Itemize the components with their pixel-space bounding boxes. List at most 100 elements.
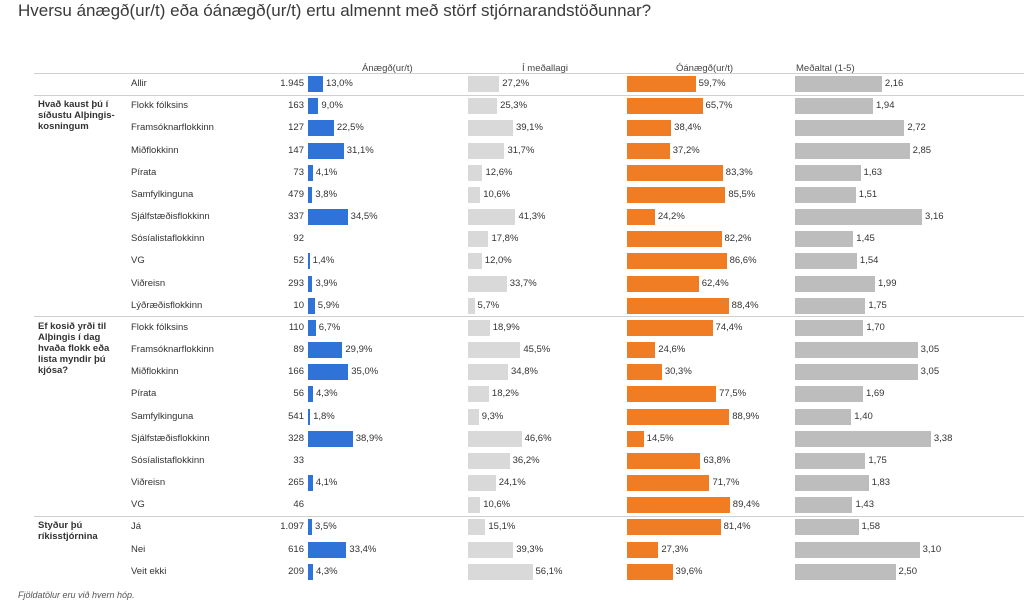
row-count: 479 (288, 188, 304, 200)
value-medaltal: 1,40 (854, 410, 873, 422)
value-medallagi: 39,3% (516, 543, 544, 555)
value-medallagi: 46,6% (524, 432, 552, 444)
column-header-medaltal: Meðaltal (1-5) (796, 63, 855, 74)
value-medallagi: 12,0% (484, 255, 512, 267)
bar-medaltal (795, 519, 859, 536)
value-oanaegd: 24,6% (658, 344, 686, 356)
value-medaltal: 1,63 (863, 166, 883, 178)
bar-medallagi (468, 209, 516, 226)
bar-anaegd (308, 475, 313, 492)
bar-medaltal (795, 475, 869, 492)
bar-medallagi (468, 452, 510, 469)
group-separator (34, 515, 1024, 517)
value-oanaegd: 81,4% (723, 521, 751, 533)
value-medallagi: 56,1% (535, 565, 563, 577)
bar-medaltal (795, 231, 854, 248)
value-oanaegd: 88,9% (732, 410, 760, 422)
group-separator (34, 94, 1024, 96)
value-anaegd: 1,8% (313, 410, 335, 422)
bar-medaltal (795, 98, 873, 115)
row-label: Allir (131, 78, 147, 89)
value-oanaegd: 39,6% (675, 565, 703, 577)
value-anaegd: 33,4% (349, 543, 377, 555)
value-medaltal: 1,94 (875, 100, 895, 112)
value-oanaegd: 38,4% (674, 122, 702, 134)
bar-oanaegd (627, 297, 729, 314)
value-medaltal: 2,72 (907, 122, 926, 134)
value-oanaegd: 77,5% (719, 388, 747, 400)
bar-medaltal (795, 120, 905, 137)
row-count: 163 (288, 100, 304, 112)
value-anaegd: 9,0% (321, 100, 343, 112)
bar-oanaegd (627, 364, 662, 381)
value-oanaegd: 89,4% (732, 499, 760, 511)
value-medaltal: 1,83 (871, 477, 891, 489)
bar-anaegd (308, 364, 349, 381)
value-medallagi: 5,7% (477, 299, 500, 311)
group-separator (34, 72, 1024, 74)
row-count: 1.945 (280, 78, 304, 89)
bar-medallagi (468, 342, 521, 359)
bar-medaltal (795, 563, 896, 580)
row-count: 52 (293, 255, 304, 267)
bar-medaltal (795, 142, 910, 159)
bar-oanaegd (627, 563, 673, 580)
bar-anaegd (308, 98, 319, 115)
value-medallagi: 15,1% (488, 521, 516, 533)
row-label: Framsóknarflokkinn (131, 344, 214, 356)
value-oanaegd: 74,4% (715, 321, 743, 333)
value-medallagi: 10,6% (483, 188, 511, 200)
bar-medaltal (795, 452, 866, 469)
bar-anaegd (308, 430, 353, 447)
value-medaltal: 3,05 (920, 366, 940, 378)
bar-oanaegd (627, 209, 655, 226)
row-label: Sósíalistaflokkinn (131, 233, 205, 245)
value-oanaegd: 37,2% (672, 144, 700, 156)
value-oanaegd: 14,5% (646, 432, 674, 444)
bar-oanaegd (627, 120, 672, 137)
value-oanaegd: 63,8% (703, 454, 731, 466)
bar-oanaegd (627, 76, 696, 93)
value-medaltal: 3,38 (933, 432, 953, 444)
bar-medaltal (795, 319, 864, 336)
footnote: Fjöldatölur eru við hvern hóp. (18, 590, 135, 600)
bar-medallagi (468, 430, 522, 447)
value-medallagi: 24,1% (498, 477, 526, 489)
value-medaltal: 2,50 (898, 565, 918, 577)
row-label: Flokk fólksins (131, 321, 189, 333)
value-anaegd: 38,9% (355, 432, 383, 444)
column-header-medallagi: Í meðallagi (522, 63, 568, 74)
value-oanaegd: 88,4% (731, 299, 759, 311)
column-header-anaegd: Ánægð(ur/t) (362, 63, 413, 74)
value-oanaegd: 27,3% (661, 543, 689, 555)
bar-medaltal (795, 541, 920, 558)
value-medallagi: 9,3% (481, 410, 504, 422)
value-medallagi: 34,8% (511, 366, 538, 378)
bar-oanaegd (627, 430, 644, 447)
value-medaltal: 1,69 (865, 388, 885, 400)
group-label: Styður þú ríkisstjórnina (38, 520, 98, 543)
value-medaltal: 1,45 (856, 233, 875, 245)
row-count: 56 (293, 388, 304, 400)
bar-medallagi (468, 497, 481, 514)
bar-medallagi (468, 186, 481, 203)
value-medaltal: 1,43 (855, 499, 874, 511)
bar-oanaegd (627, 386, 717, 403)
chart-title: Hversu ánægð(ur/t) eða óánægð(ur/t) ertu… (18, 1, 652, 20)
value-medaltal: 3,10 (922, 543, 942, 555)
value-anaegd: 13,0% (325, 78, 353, 89)
value-medaltal: 1,75 (868, 454, 887, 466)
row-label: Miðflokkinn (131, 366, 179, 378)
row-label: Pírata (131, 388, 157, 400)
bar-oanaegd (627, 519, 721, 536)
row-label: Sósíalistaflokkinn (131, 454, 205, 466)
row-count: 10 (293, 299, 304, 311)
value-anaegd: 6,7% (318, 321, 341, 333)
row-count: 92 (293, 233, 304, 245)
bar-anaegd (308, 186, 313, 203)
value-anaegd: 1,4% (312, 255, 335, 267)
value-oanaegd: 65,7% (705, 100, 733, 112)
value-anaegd: 3,8% (315, 188, 338, 200)
bar-anaegd (308, 164, 313, 181)
value-anaegd: 34,5% (350, 211, 378, 223)
